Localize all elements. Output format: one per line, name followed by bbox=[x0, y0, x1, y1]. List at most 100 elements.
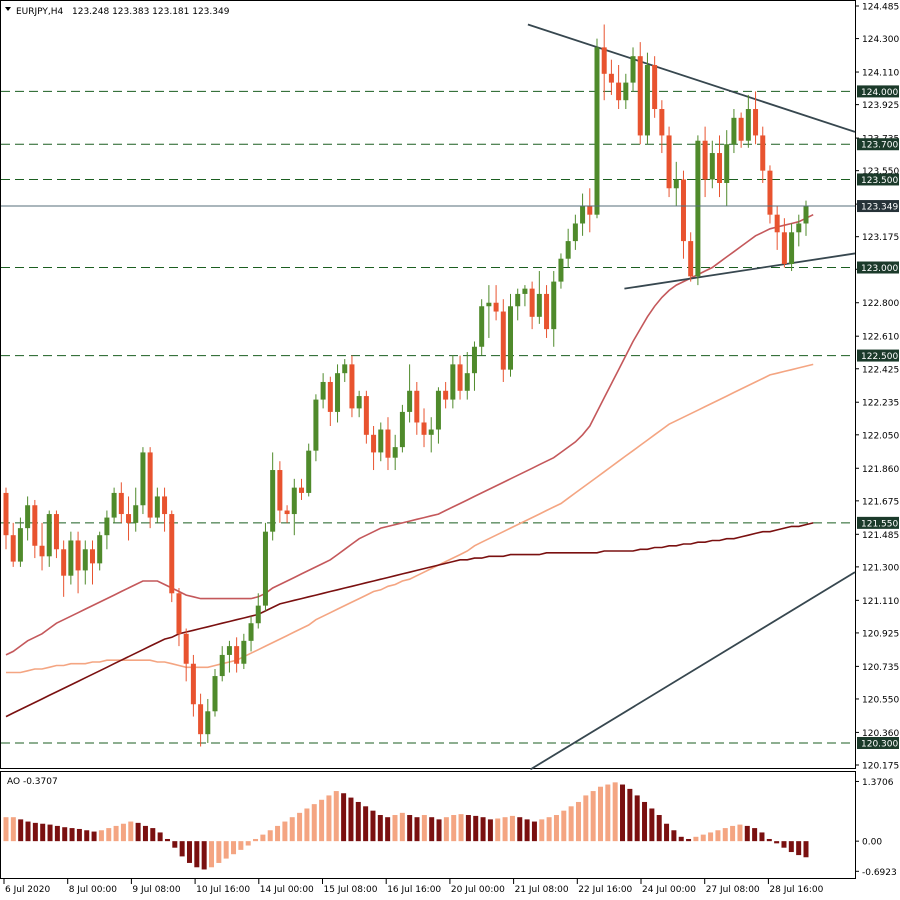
candle bbox=[594, 38, 600, 219]
candle bbox=[335, 364, 341, 423]
symbol-label: EURJPY,H4 bbox=[16, 7, 64, 17]
candle bbox=[515, 288, 521, 321]
ao-bar bbox=[774, 841, 780, 844]
candle bbox=[479, 299, 485, 356]
candle-body bbox=[371, 434, 377, 453]
candle-body bbox=[75, 540, 81, 571]
candle bbox=[53, 510, 59, 559]
candle bbox=[630, 47, 636, 92]
candle-body bbox=[781, 232, 787, 264]
candle bbox=[313, 394, 319, 462]
time-tick-label: 6 Jul 2020 bbox=[5, 885, 50, 895]
candle-body bbox=[32, 505, 38, 546]
candle bbox=[277, 461, 283, 523]
candle-body bbox=[630, 56, 636, 83]
candle-body bbox=[565, 241, 571, 259]
candle bbox=[774, 205, 780, 250]
candle bbox=[320, 373, 326, 409]
ao-bar bbox=[98, 830, 104, 842]
candle bbox=[291, 478, 297, 536]
ao-bar bbox=[282, 821, 288, 842]
candle-body bbox=[190, 663, 196, 705]
level-label-box bbox=[857, 349, 899, 362]
candle-body bbox=[126, 514, 132, 523]
candle bbox=[508, 293, 514, 377]
ao-bar bbox=[517, 817, 523, 842]
candle-body bbox=[616, 82, 622, 101]
candle-body bbox=[154, 496, 160, 518]
ao-bar bbox=[473, 815, 479, 842]
time-tick-label: 8 Jul 00:00 bbox=[69, 885, 118, 895]
candle bbox=[32, 499, 38, 559]
ao-axis: 1.3706 0.00 -0.6923 bbox=[855, 778, 897, 878]
price-tick-label: 123.925 bbox=[862, 101, 899, 111]
candle bbox=[327, 376, 333, 427]
candle bbox=[450, 355, 456, 409]
ao-bar bbox=[634, 795, 640, 842]
ao-bar bbox=[326, 795, 332, 842]
ao-bar bbox=[605, 784, 611, 842]
ao-bar bbox=[546, 817, 552, 842]
ao-bar bbox=[311, 804, 317, 842]
candle-body bbox=[169, 514, 175, 594]
candle-body bbox=[378, 429, 384, 453]
candle-body bbox=[226, 646, 232, 655]
price-tick-label: 124.485 bbox=[862, 3, 899, 13]
candle-body bbox=[644, 64, 650, 136]
candle-body bbox=[753, 109, 759, 136]
candle-body bbox=[695, 140, 701, 277]
candle-body bbox=[760, 135, 766, 171]
candle bbox=[118, 482, 124, 523]
candle-body bbox=[262, 531, 268, 606]
ao-bar bbox=[106, 828, 112, 842]
candle-body bbox=[89, 549, 95, 564]
candle bbox=[724, 130, 730, 206]
candle bbox=[680, 170, 686, 259]
candle-body bbox=[118, 492, 124, 515]
time-axis: 6 Jul 2020 8 Jul 00:00 9 Jul 08:00 10 Jul 1… bbox=[3, 879, 824, 895]
ao-bar bbox=[142, 825, 148, 842]
ao-bar bbox=[341, 793, 347, 842]
candle bbox=[248, 616, 254, 652]
candle-body bbox=[673, 179, 679, 189]
ao-bar bbox=[120, 823, 126, 842]
candle bbox=[378, 422, 384, 462]
candle-body bbox=[789, 232, 795, 264]
candle-body bbox=[731, 117, 737, 145]
candle-body bbox=[385, 429, 391, 458]
ao-bar bbox=[333, 791, 339, 842]
candle-body bbox=[306, 450, 312, 493]
candle-body bbox=[580, 205, 586, 224]
candle-body bbox=[738, 117, 744, 141]
candle-body bbox=[587, 205, 593, 215]
ao-bar bbox=[803, 841, 809, 858]
candle bbox=[464, 352, 470, 400]
candle bbox=[745, 94, 751, 148]
candle-body bbox=[363, 396, 369, 435]
candle-body bbox=[529, 288, 535, 317]
dropdown-triangle-icon[interactable] bbox=[5, 7, 11, 11]
candle-body bbox=[796, 223, 802, 233]
candles bbox=[3, 24, 809, 747]
candle-body bbox=[327, 381, 333, 412]
ao-bar bbox=[47, 824, 53, 842]
candle-body bbox=[421, 422, 427, 435]
candle-body bbox=[745, 109, 751, 141]
candle-body bbox=[140, 452, 146, 506]
ao-bar bbox=[128, 821, 134, 842]
candle-body bbox=[601, 47, 607, 74]
time-tick-label: 16 Jul 16:00 bbox=[387, 885, 441, 895]
candle bbox=[652, 56, 658, 118]
ao-bar bbox=[612, 782, 618, 842]
candle bbox=[219, 646, 225, 682]
ao-bar bbox=[289, 817, 295, 842]
candle-body bbox=[659, 109, 665, 136]
ao-bar bbox=[84, 830, 90, 842]
moving-averages bbox=[5, 213, 814, 718]
ao-bar bbox=[465, 815, 471, 842]
candle bbox=[226, 640, 232, 673]
ao-bar bbox=[796, 841, 802, 856]
candle bbox=[637, 42, 643, 145]
ao-bar bbox=[730, 825, 736, 842]
